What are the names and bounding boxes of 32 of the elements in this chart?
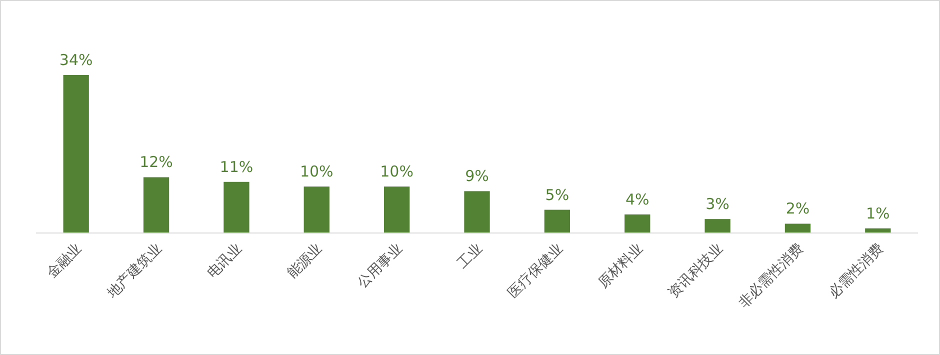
x-tick-label: 电讯业 (204, 240, 246, 282)
x-tick-label: 金融业 (44, 240, 85, 282)
bar (624, 214, 650, 233)
x-tick-label: 资讯科技业 (666, 240, 726, 302)
x-tick-label: 必需性消费 (826, 240, 887, 302)
data-label: 2% (786, 200, 810, 218)
bar (384, 186, 410, 233)
bar (143, 177, 170, 233)
data-label: 10% (380, 162, 414, 181)
data-label: 3% (706, 195, 730, 214)
bar (304, 186, 330, 233)
data-label: 11% (220, 158, 254, 176)
bar (544, 210, 570, 233)
x-tick-label: 医疗保健业 (505, 240, 566, 302)
x-tick-label: 原材料业 (595, 240, 646, 292)
x-tick-label: 能源业 (284, 240, 326, 282)
data-label: 4% (625, 190, 650, 208)
x-tick-label: 公用事业 (354, 240, 406, 292)
data-label: 9% (465, 167, 489, 186)
x-tick-label: 非必需性消费 (736, 240, 807, 312)
bar (704, 219, 730, 233)
x-tick-label: 工业 (454, 240, 486, 272)
bar (464, 191, 490, 233)
data-label: 34% (59, 51, 93, 69)
bar (784, 224, 811, 233)
data-label: 1% (866, 204, 890, 222)
bar (224, 182, 250, 233)
data-label: 12% (140, 153, 173, 172)
bar (63, 75, 89, 233)
x-tick-label: 地产建筑业 (104, 240, 166, 302)
data-label: 5% (545, 186, 570, 204)
data-label: 10% (300, 162, 334, 181)
